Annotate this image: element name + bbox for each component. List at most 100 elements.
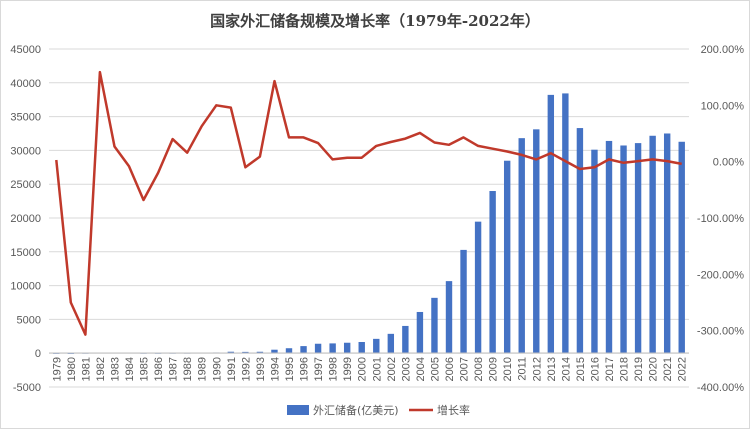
bar	[329, 343, 336, 354]
right-axis-tick-label: -200.00%	[697, 269, 744, 281]
legend-line-label: 增长率	[437, 403, 470, 417]
x-axis-tick-label: 1990	[211, 357, 223, 381]
bar	[634, 143, 642, 354]
bar	[503, 160, 511, 354]
bar	[256, 351, 264, 354]
x-axis-tick-label: 2018	[619, 357, 631, 381]
left-axis-tick-label: 15000	[10, 247, 41, 259]
bar	[285, 348, 293, 354]
bar	[300, 346, 307, 354]
legend-bar-label: 外汇储备(亿美元)	[313, 403, 399, 417]
left-axis-tick-label: 20000	[10, 213, 41, 225]
x-axis-tick-label: 2001	[371, 357, 383, 381]
x-axis-tick-label: 1995	[284, 357, 296, 381]
x-axis-tick-label: 1980	[66, 357, 78, 381]
x-axis-tick-label: 2014	[560, 357, 572, 381]
left-axis-tick-label: -5000	[13, 382, 41, 394]
left-axis-tick-label: 10000	[10, 281, 41, 293]
x-axis-tick-label: 2012	[531, 357, 543, 381]
x-axis-tick-label: 1982	[95, 357, 107, 381]
x-axis-tick-label: 2016	[589, 357, 601, 381]
bar	[271, 349, 278, 354]
right-axis-tick-label: 100.00%	[701, 100, 745, 112]
bar	[431, 297, 438, 354]
left-axis-tick-label: 30000	[10, 145, 41, 157]
x-axis-tick-label: 1988	[182, 357, 194, 381]
x-axis-tick-label: 1979	[51, 357, 63, 381]
right-axis-tick-label: -400.00%	[697, 382, 744, 394]
x-axis-tick-label: 1985	[139, 357, 151, 381]
x-axis: 1979 1980 1981 1982 1983 1984 1985 1986 1987 1988…	[49, 352, 689, 381]
x-axis-tick-label: 2007	[459, 357, 471, 381]
bar	[576, 128, 584, 354]
x-axis-tick-label: 2005	[429, 357, 441, 381]
x-axis-tick-label: 1989	[197, 357, 209, 381]
legend-bar-swatch	[287, 405, 309, 415]
x-axis-tick-label: 2022	[677, 357, 689, 381]
x-axis-tick-label: 2003	[400, 357, 412, 381]
x-axis-tick-label: 2021	[662, 357, 674, 381]
bar	[605, 140, 613, 354]
x-axis-tick-label: 1987	[168, 357, 180, 381]
left-axis-tick-label: 5000	[17, 314, 41, 326]
left-axis-tick-label: 40000	[10, 78, 41, 90]
bar	[445, 281, 453, 354]
bar	[416, 311, 424, 354]
x-axis-tick-label: 1997	[313, 357, 325, 381]
right-axis-tick-label: 0.00%	[713, 157, 744, 169]
bar	[373, 338, 380, 354]
bar	[460, 249, 467, 354]
x-axis-tick-label: 1983	[109, 357, 121, 381]
x-axis-tick-label: 1992	[240, 357, 252, 381]
bar	[387, 333, 395, 354]
x-axis-tick-label: 1994	[269, 357, 281, 381]
x-axis-tick-label: 2009	[488, 357, 500, 381]
legend: 外汇储备(亿美元) 增长率	[287, 403, 470, 417]
x-axis-tick-label: 2013	[546, 357, 558, 381]
x-axis-tick-label: 2004	[415, 357, 427, 381]
right-axis-tick-label: -300.00%	[697, 326, 744, 338]
x-axis-tick-label: 1984	[124, 357, 136, 381]
bar	[533, 129, 540, 354]
left-axis-tick-label: 35000	[10, 112, 41, 124]
right-axis: -400.00% -300.00% -200.00% -100.00% 0.00% 100…	[697, 44, 744, 394]
bar	[678, 141, 685, 354]
left-axis-tick-label: 45000	[10, 44, 41, 56]
bar	[358, 342, 365, 354]
right-axis-tick-label: 200.00%	[701, 44, 745, 56]
left-axis-tick-label: 25000	[10, 179, 41, 191]
x-axis-tick-label: 1996	[299, 357, 311, 381]
x-axis-tick-label: 2002	[386, 357, 398, 381]
right-axis-tick-label: -100.00%	[697, 213, 744, 225]
x-axis-tick-label: 1981	[80, 357, 92, 381]
bar	[649, 135, 656, 354]
x-axis-tick-label: 2017	[604, 357, 616, 381]
x-axis-tick-label: 2010	[502, 357, 514, 381]
bar	[518, 138, 525, 354]
bar	[314, 343, 322, 354]
x-axis-tick-label: 2006	[444, 357, 456, 381]
bar	[663, 133, 671, 354]
x-axis-tick-label: 2008	[473, 357, 485, 381]
bar-series	[53, 93, 685, 354]
bar	[343, 342, 351, 354]
x-axis-tick-label: 1998	[328, 357, 340, 381]
x-axis-tick-label: 2020	[648, 357, 660, 381]
x-axis-tick-label: 1991	[226, 357, 238, 381]
left-axis-tick-label: 0	[35, 348, 41, 360]
x-axis-tick-label: 2015	[575, 357, 587, 381]
left-axis: -5000 0 5000 10000 15000 20000 25000 30000 35000…	[10, 44, 41, 394]
chart-title: 国家外汇储备规模及增长率（1979年-2022年）	[210, 12, 540, 30]
x-axis-tick-label: 2000	[357, 357, 369, 381]
bar	[402, 325, 409, 354]
x-axis-tick-label: 2019	[633, 357, 645, 381]
x-axis-tick-label: 1999	[342, 357, 354, 381]
x-axis-tick-label: 2011	[517, 357, 529, 381]
x-axis-tick-label: 1993	[255, 357, 267, 381]
bar	[562, 93, 569, 354]
bar	[547, 94, 555, 354]
line-series	[55, 70, 682, 336]
bar	[227, 351, 235, 354]
